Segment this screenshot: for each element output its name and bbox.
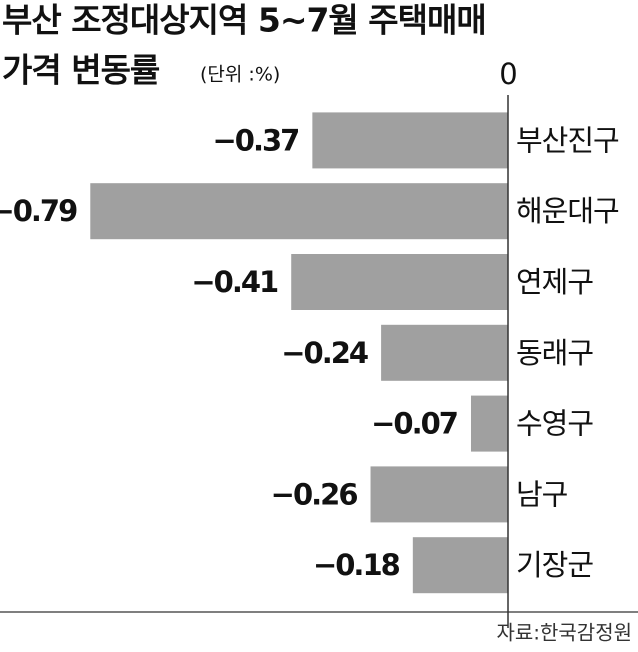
category-label: 부산진구 xyxy=(516,123,619,157)
x-tick-label: 0 xyxy=(499,57,516,91)
value-label: −0.37 xyxy=(213,123,299,157)
category-label: 연제구 xyxy=(516,265,593,299)
value-label: −0.07 xyxy=(371,407,457,441)
category-label: 남구 xyxy=(516,477,568,511)
category-label: 수영구 xyxy=(516,407,593,441)
category-label: 해운대구 xyxy=(516,194,619,228)
value-label: −0.18 xyxy=(313,548,400,582)
category-label: 기장군 xyxy=(516,548,593,582)
source: 자료:한국감정원 xyxy=(496,621,632,645)
value-label: −0.26 xyxy=(271,477,358,511)
value-label: −0.41 xyxy=(191,265,278,299)
chart-title: 가격 변동률 xyxy=(2,51,160,90)
bar xyxy=(291,254,508,310)
bar xyxy=(470,395,508,452)
bar xyxy=(370,466,508,523)
value-label: −0.24 xyxy=(281,336,368,370)
bar xyxy=(381,324,508,381)
bar xyxy=(312,112,508,169)
bar xyxy=(412,537,508,594)
chart-title: 부산 조정대상지역 5~7월 주택매매 xyxy=(2,1,486,40)
unit-note: (단위 :%) xyxy=(200,64,280,86)
value-label: −0.79 xyxy=(0,194,77,228)
category-label: 동래구 xyxy=(516,336,593,370)
bar xyxy=(90,183,508,240)
